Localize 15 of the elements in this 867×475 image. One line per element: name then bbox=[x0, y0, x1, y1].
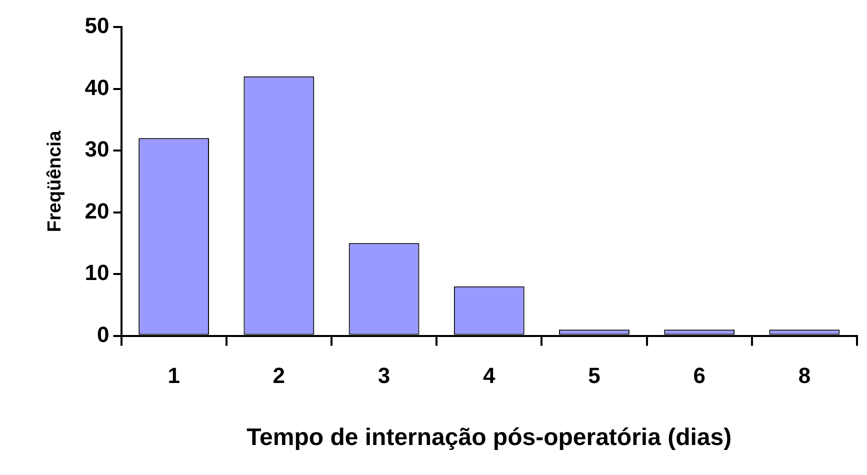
y-axis-title: Freqüência bbox=[44, 130, 66, 232]
x-tick-label: 5 bbox=[588, 363, 600, 388]
y-tick-label: 20 bbox=[84, 198, 110, 224]
y-tick-label: 50 bbox=[84, 13, 110, 38]
x-tick-label: 3 bbox=[378, 363, 390, 388]
y-tick-label: 0 bbox=[97, 322, 110, 347]
x-tick-label: 2 bbox=[272, 363, 286, 388]
x-tick-label: 1 bbox=[168, 363, 180, 388]
x-axis-title: Tempo de internação pós-operatória (dias) bbox=[246, 424, 732, 452]
y-tick-label: 30 bbox=[84, 136, 110, 162]
x-tick-label: 6 bbox=[693, 363, 706, 388]
y-tick-label: 40 bbox=[84, 74, 110, 100]
y-tick-label: 10 bbox=[84, 260, 110, 286]
x-tick-label: 8 bbox=[798, 363, 811, 388]
x-tick-label: 4 bbox=[483, 363, 496, 388]
